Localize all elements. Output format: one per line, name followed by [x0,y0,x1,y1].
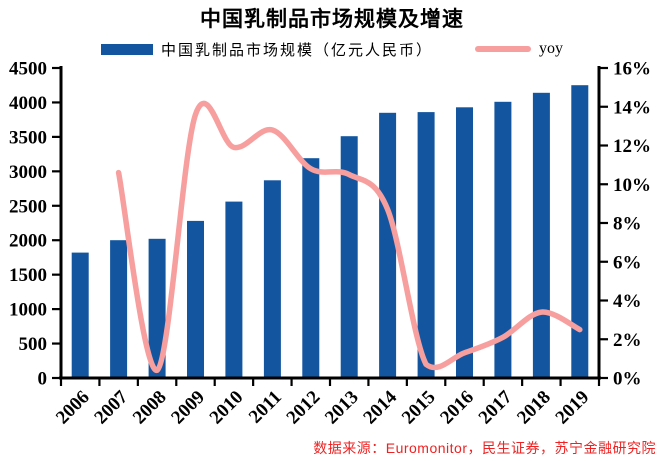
bar-2018 [532,92,550,379]
bar-2007 [110,240,128,378]
x-axis-label: 2014 [359,386,401,428]
yoy-line [115,100,583,374]
left-axis-label: 1000 [9,300,47,321]
legend-line-swatch [475,46,531,52]
bar-2006 [71,252,89,378]
right-axis-label: 6% [613,252,642,273]
bar-2019 [571,85,589,378]
bar-2010 [225,201,243,378]
bar-2014 [379,112,397,379]
bar-2017 [494,101,512,379]
legend-yoy-label: yoy [539,40,563,57]
x-axis-label: 2015 [398,387,440,429]
right-axis-label: 4% [613,291,642,312]
right-axis-label: 10% [613,175,651,196]
chart-title: 中国乳制品市场规模及增速 [200,8,464,31]
bar-2013 [340,136,358,378]
right-axis-label: 16% [613,59,651,80]
legend-item-yoy: yoy [475,40,563,58]
legend-bar-label: 中国乳制品市场规模（亿元人民币） [160,42,433,59]
left-axis-label: 2500 [9,196,47,217]
x-axis-label: 2018 [513,387,555,429]
right-axis-label: 12% [613,136,651,157]
x-axis-label: 2019 [552,387,594,429]
left-axis-label: 3000 [9,162,47,183]
left-axis-label: 1500 [9,265,47,286]
bar-2012 [302,158,320,378]
left-axis-label: 0 [38,369,48,390]
source-note: 数据来源：Euromonitor，民生证券，苏宁金融研究院 [313,440,656,456]
bar-2015 [417,112,435,378]
right-axis-label: 14% [613,97,651,118]
x-axis-label: 2007 [90,386,132,428]
x-axis-label: 2008 [129,387,171,429]
x-axis-label: 2016 [436,387,478,429]
legend: 中国乳制品市场规模（亿元人民币） yoy [0,38,664,60]
right-axis-label: 8% [613,214,642,235]
x-axis-label: 2012 [283,387,325,429]
left-axis-label: 4500 [9,59,47,80]
right-axis-label: 2% [613,330,642,351]
left-axis-label: 4000 [9,93,47,114]
left-axis-label: 500 [19,334,48,355]
left-axis-label: 3500 [9,127,47,148]
x-axis-label: 2009 [167,387,209,429]
left-axis-label: 2000 [9,231,47,252]
legend-item-market-size: 中国乳制品市场规模（亿元人民币） [100,39,433,60]
right-axis-label: 0% [613,369,642,390]
x-axis-label: 2017 [475,386,517,428]
bar-2008 [148,238,166,378]
x-axis-label: 2010 [206,387,248,429]
bar-2009 [187,220,204,378]
x-axis-label: 2006 [52,387,94,429]
legend-bar-swatch [100,43,153,55]
x-axis-label: 2013 [321,387,363,429]
x-axis-label: 2011 [245,387,286,428]
bar-2011 [263,180,281,378]
bar-2016 [456,107,473,379]
